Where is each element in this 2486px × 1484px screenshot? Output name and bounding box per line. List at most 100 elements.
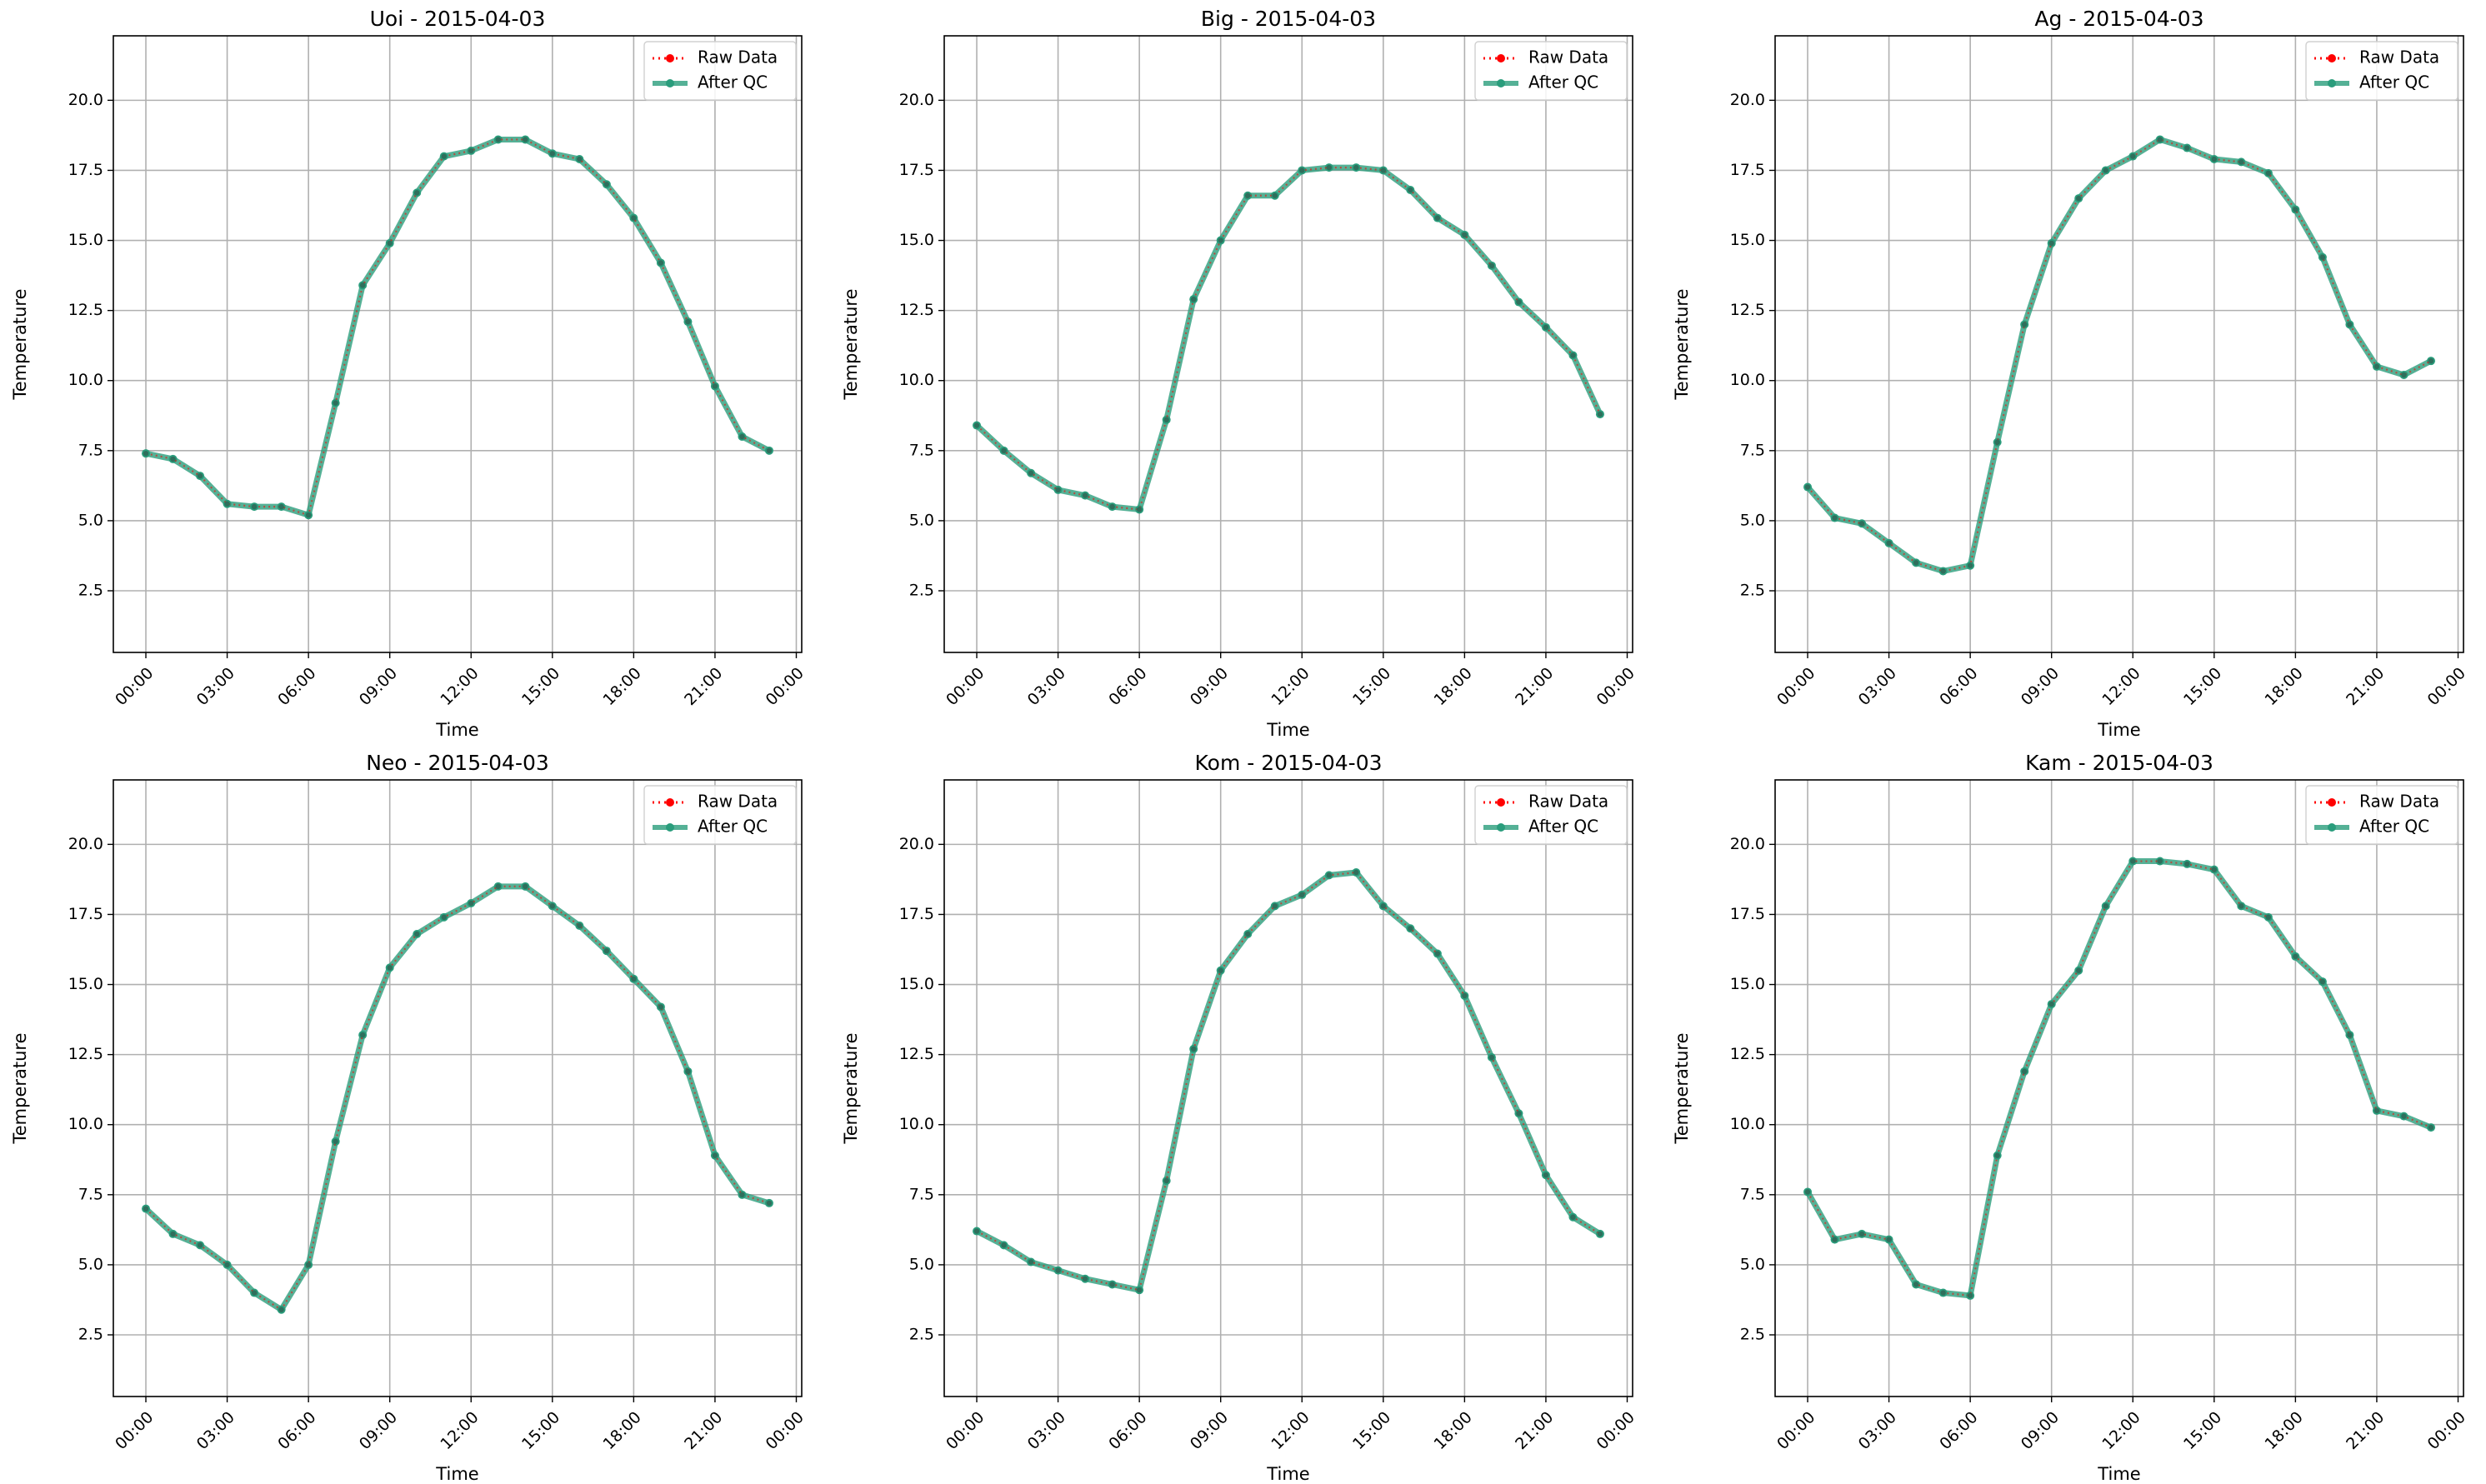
raw-data-point — [305, 512, 312, 518]
legend: Raw Data After QC — [2305, 785, 2458, 845]
legend-raw-marker — [1497, 798, 1505, 807]
chart-title: Kam - 2015-04-03 — [2025, 751, 2213, 775]
x-tick-label: 00:00 — [763, 1408, 808, 1453]
raw-data-point — [1913, 1282, 1919, 1287]
x-tick-label: 18:00 — [2262, 664, 2307, 709]
raw-data-point — [1886, 1237, 1892, 1242]
x-axis-label: Time — [435, 720, 478, 740]
raw-data-point — [1940, 568, 1946, 574]
x-tick-label: 03:00 — [193, 664, 238, 709]
raw-data-point — [1804, 1189, 1811, 1195]
raw-data-point — [2373, 363, 2380, 370]
x-tick-label: 00:00 — [763, 664, 808, 709]
raw-data-point — [1858, 521, 1865, 527]
x-tick-label: 06:00 — [1105, 1408, 1150, 1453]
y-tick-label: 2.5 — [1740, 582, 1765, 600]
raw-data-point — [2103, 167, 2108, 173]
raw-data-point — [1163, 1177, 1169, 1184]
series-after-qc-line — [143, 883, 773, 1313]
legend-qc-label: After QC — [2359, 72, 2429, 92]
y-tick-label: 10.0 — [1730, 371, 1765, 389]
raw-data-point — [143, 1206, 149, 1212]
raw-data-point — [1190, 1046, 1197, 1052]
raw-data-point — [2428, 357, 2434, 364]
y-tick-label: 12.5 — [68, 1045, 103, 1063]
raw-data-point — [1913, 560, 1919, 566]
raw-data-point — [1326, 872, 1332, 878]
raw-data-point — [1326, 164, 1332, 171]
chart-panel-3: 00:00 03:00 06:00 09:00 12:00 15:00 18:00 21:00… — [1672, 7, 2469, 740]
y-tick-label: 7.5 — [909, 441, 934, 459]
x-tick-label: 15:00 — [2180, 1408, 2225, 1453]
series-after-qc-line — [143, 136, 773, 518]
raw-data-point — [1967, 562, 1973, 568]
x-tick-label: 03:00 — [193, 1408, 238, 1453]
raw-data-point — [1832, 515, 1838, 521]
series-after-qc-line — [973, 164, 1603, 512]
x-tick-label: 18:00 — [1431, 664, 1476, 709]
legend-raw-label: Raw Data — [1528, 792, 1608, 812]
y-tick-label: 2.5 — [78, 582, 103, 600]
raw-data-point — [712, 383, 718, 389]
axes-frame — [943, 35, 1633, 653]
series-after-qc-line — [1804, 858, 2434, 1299]
raw-data-point — [1967, 1292, 1973, 1299]
y-axis-label: Temperature — [10, 288, 30, 400]
grid — [944, 36, 1633, 652]
raw-data-point — [170, 1231, 176, 1237]
legend: Raw Data After QC — [1474, 41, 1628, 101]
y-tick-label: 2.5 — [909, 582, 934, 600]
y-tick-label: 12.5 — [68, 301, 103, 319]
raw-data-point — [766, 447, 773, 454]
legend-qc-marker — [2328, 823, 2336, 832]
chart-title: Big - 2015-04-03 — [1201, 7, 1376, 31]
chart-panel-4: 00:00 03:00 06:00 09:00 12:00 15:00 18:00 21:00… — [10, 751, 808, 1484]
x-tick-label: 00:00 — [1773, 1408, 1818, 1453]
y-tick-label: 5.0 — [78, 511, 103, 529]
chart-panel-6: 00:00 03:00 06:00 09:00 12:00 15:00 18:00 21:00… — [1672, 751, 2469, 1484]
raw-data-point — [1994, 1152, 2000, 1158]
y-tick-label: 2.5 — [1740, 1326, 1765, 1344]
raw-data-point — [2184, 861, 2190, 867]
x-tick-label: 12:00 — [2098, 1408, 2143, 1453]
x-tick-label: 18:00 — [2262, 1408, 2307, 1453]
raw-data-point — [631, 215, 637, 221]
x-tick-label: 09:00 — [356, 664, 401, 709]
x-tick-label: 18:00 — [1431, 1408, 1476, 1453]
chart-title: Uoi - 2015-04-03 — [370, 7, 546, 31]
chart-panel-5: 00:00 03:00 06:00 09:00 12:00 15:00 18:00 21:00… — [841, 751, 1638, 1484]
raw-data-point — [1380, 903, 1387, 909]
y-axis-label: Temperature — [841, 288, 861, 400]
y-tick-label: 10.0 — [1730, 1115, 1765, 1133]
raw-data-point — [1488, 1054, 1495, 1061]
y-tick-label: 7.5 — [909, 1185, 934, 1203]
raw-data-point — [1858, 1231, 1865, 1237]
legend-qc-label: After QC — [1528, 817, 1598, 837]
x-tick-label: 15:00 — [2180, 664, 2225, 709]
y-tick-label: 5.0 — [1740, 1255, 1765, 1273]
raw-data-point — [1136, 507, 1143, 512]
legend-raw-marker — [666, 798, 674, 807]
raw-data-point — [197, 472, 203, 479]
raw-data-point — [1434, 951, 1441, 957]
raw-data-point — [739, 1192, 745, 1198]
y-tick-label: 10.0 — [899, 371, 934, 389]
y-axis-label: Temperature — [841, 1032, 861, 1144]
chart-panel-1: 00:00 03:00 06:00 09:00 12:00 15:00 18:00 21:00… — [10, 7, 808, 740]
raw-data-point — [2319, 978, 2326, 985]
x-tick-label: 21:00 — [681, 664, 726, 709]
x-tick-label: 09:00 — [2018, 664, 2063, 709]
raw-data-point — [766, 1200, 773, 1207]
axes-frame — [1774, 35, 2464, 653]
raw-data-point — [1299, 892, 1305, 898]
raw-data-point — [603, 182, 610, 187]
raw-data-point — [1082, 1276, 1088, 1282]
raw-data-point — [1543, 1172, 1549, 1178]
raw-data-point — [387, 240, 393, 247]
x-tick-label: 00:00 — [1593, 664, 1638, 709]
raw-data-point — [1218, 237, 1223, 243]
raw-data-point — [2211, 156, 2218, 162]
raw-data-point — [1272, 192, 1278, 198]
raw-data-point — [2130, 153, 2136, 159]
raw-data-point — [1055, 487, 1061, 493]
